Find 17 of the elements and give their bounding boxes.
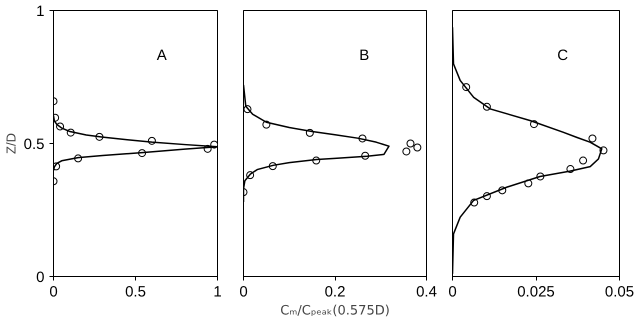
annotation: B [359, 47, 370, 64]
y-axis-title: Z/D [4, 133, 19, 154]
y-tick-label: 0 [36, 269, 44, 286]
x-tick-label: 0.025 [517, 284, 555, 300]
x-tick-label: 0.5 [125, 284, 146, 300]
x-tick-label: 1 [213, 284, 222, 300]
annotation: A [156, 47, 167, 64]
x-tick-label: 0 [49, 284, 58, 300]
x-tick-label: 0 [448, 284, 457, 300]
x-axis-title: Cₘ/Cₚₑₐₖ(0.575D) [280, 304, 390, 318]
annotation: C [557, 47, 568, 64]
x-tick-label: 0.05 [604, 284, 634, 300]
x-tick-label: 0.2 [324, 284, 346, 300]
y-tick-label: 1 [36, 3, 44, 20]
y-tick-label: 0.5 [24, 136, 45, 153]
x-tick-label: 0.4 [416, 284, 437, 300]
x-tick-label: 0 [239, 284, 248, 300]
